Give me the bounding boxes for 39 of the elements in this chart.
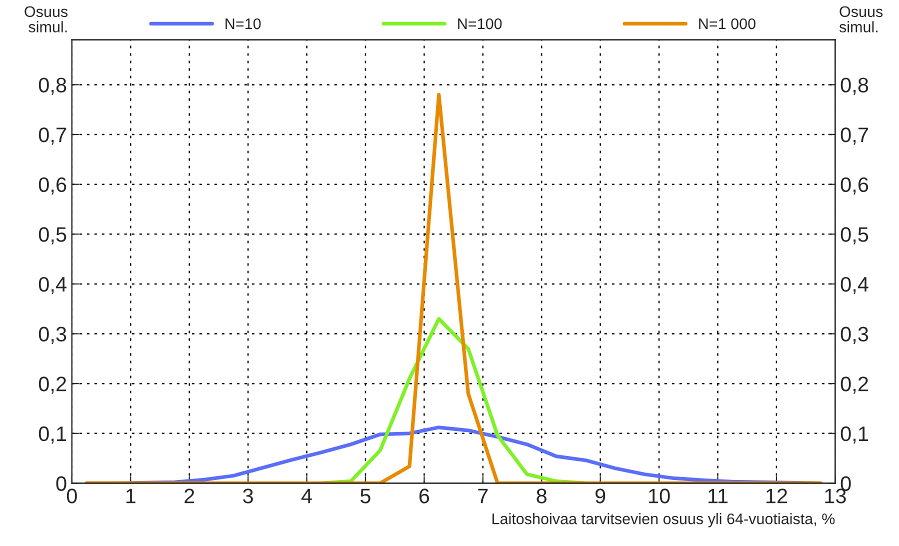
y-tick-label: 0,7 (38, 128, 66, 145)
x-tick-label: 7 (478, 488, 488, 504)
y2-tick-label: 0,4 (840, 276, 868, 294)
line-series (84, 92, 822, 484)
y2-tick-label: 0,3 (840, 326, 868, 344)
legend-label: N=1 000 (699, 18, 756, 30)
y-axis-title: Osuus simul. (24, 6, 68, 32)
x-tick-label: 10 (649, 488, 670, 504)
x-tick-label: 13 (825, 488, 846, 504)
x-tick-label: 1 (126, 488, 136, 504)
x-tick-label: 5 (360, 488, 370, 504)
y2-tick-label: 0,5 (840, 227, 868, 244)
x-tick-label: 3 (243, 488, 253, 504)
y2-tick-label: 0,2 (840, 376, 868, 394)
x-tick-label: 8 (536, 488, 546, 504)
x-tick-label: 0 (66, 488, 77, 504)
y-tick-label: 0,6 (38, 177, 66, 195)
x-tick-label: 2 (184, 488, 194, 504)
x-tick-label: 9 (596, 488, 606, 504)
legend-label: N=10 (226, 18, 261, 30)
x-tick-label: 4 (301, 488, 312, 504)
y2-tick-label: 0,1 (840, 426, 868, 444)
x-tick-label: 12 (766, 488, 787, 504)
y-tick-label: 0 (56, 476, 66, 491)
y2-tick-label: 0 (840, 476, 851, 491)
legend-label: N=100 (458, 18, 502, 30)
y2-tick-label: 0,6 (840, 177, 868, 195)
y-tick-label: 0,5 (38, 227, 66, 244)
y-tick-label: 0,4 (38, 276, 66, 294)
y2-axis-title: Osuus simul. (839, 6, 883, 32)
x-tick-label: 6 (419, 488, 430, 504)
y-tick-label: 0,3 (38, 326, 66, 344)
y-tick-label: 0,2 (38, 376, 66, 394)
y-tick-label: 0,8 (38, 78, 66, 95)
x-tick-label: 11 (708, 488, 728, 504)
y2-tick-label: 0,8 (840, 78, 868, 95)
y-tick-label: 0,1 (38, 426, 66, 444)
y2-tick-label: 0,7 (840, 128, 868, 145)
x-axis-title: Laitoshoivaa tarvitsevien osuus yli 64-vuotiaista, % (492, 513, 835, 528)
